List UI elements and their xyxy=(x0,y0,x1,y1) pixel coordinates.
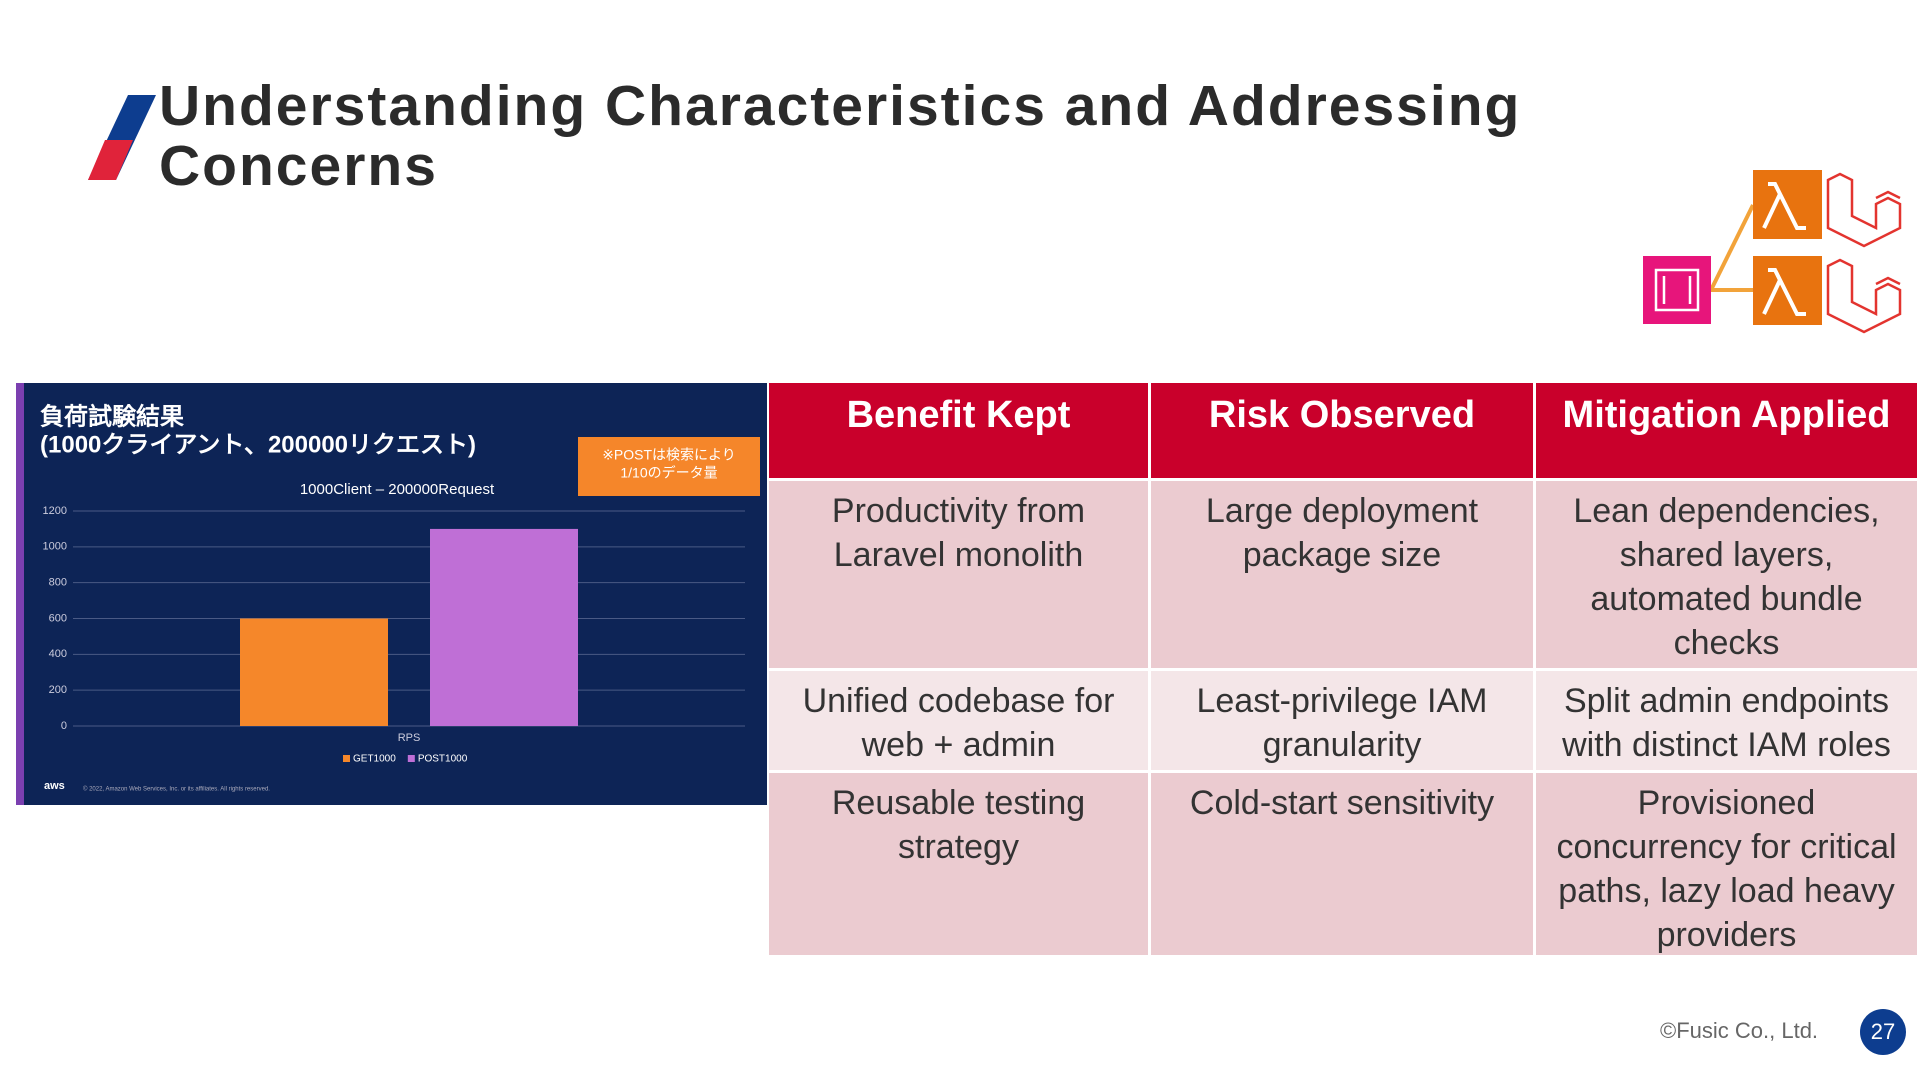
table-cell: Provisioned concurrency for critical pat… xyxy=(1536,773,1917,955)
figure-heading: 負荷試験結果 xyxy=(40,402,184,430)
table-cell: Large deployment package size xyxy=(1151,481,1533,668)
column-header: Risk Observed xyxy=(1151,383,1533,478)
bar xyxy=(240,618,388,726)
legend-swatch xyxy=(343,755,350,762)
y-tick-label: 1200 xyxy=(43,505,67,517)
copyright: ©Fusic Co., Ltd. xyxy=(1660,1018,1819,1043)
y-tick-label: 200 xyxy=(49,684,67,696)
figure-strip xyxy=(16,383,24,805)
bar xyxy=(430,528,578,726)
y-tick-label: 0 xyxy=(61,720,67,732)
y-tick-label: 1000 xyxy=(43,541,67,553)
legend-swatch xyxy=(407,755,415,762)
note: 1/10のデータ量 xyxy=(620,465,717,481)
y-tick-label: 400 xyxy=(49,648,67,660)
note: ※POSTは検索により xyxy=(602,447,736,463)
table-cell: Unified codebase for web + admin xyxy=(769,671,1148,770)
column-header: Benefit Kept xyxy=(769,383,1148,478)
legend-label: POST1000 xyxy=(418,754,468,765)
y-tick-label: 600 xyxy=(49,612,67,624)
column-header: Mitigation Applied xyxy=(1536,383,1917,478)
chart-title: 1000Client – 200000Request xyxy=(300,481,495,498)
slide-title: Understanding Characteristics and Addres… xyxy=(159,74,1522,198)
table-cell: Split admin endpoints with distinct IAM … xyxy=(1536,671,1917,770)
logo-slash-red xyxy=(88,140,133,180)
figure-heading: (1000クライアント、200000リクエスト) xyxy=(40,431,476,458)
x-tick-label: RPS xyxy=(398,732,421,744)
page-number: 27 xyxy=(1860,1009,1906,1055)
legend-label: GET1000 xyxy=(353,754,396,765)
table-cell: Productivity from Laravel monolith xyxy=(769,481,1148,668)
figure-copyright: © 2022, Amazon Web Services, Inc. or its… xyxy=(83,786,270,793)
table-cell: Lean dependencies, shared layers, automa… xyxy=(1536,481,1917,668)
table-cell: Least-privilege IAM granularity xyxy=(1151,671,1533,770)
note-box xyxy=(578,437,760,496)
architecture-icons xyxy=(1643,170,1902,334)
y-tick-label: 800 xyxy=(49,577,67,589)
table-cell: Cold-start sensitivity xyxy=(1151,773,1533,955)
aws-logo: aws xyxy=(44,780,65,792)
table-cell: Reusable testing strategy xyxy=(769,773,1148,955)
